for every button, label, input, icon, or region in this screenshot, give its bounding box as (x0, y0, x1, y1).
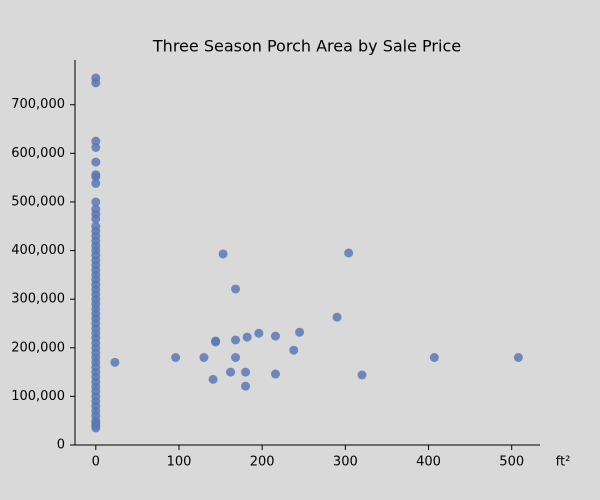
point (208, 374, 218, 384)
point (91, 172, 101, 182)
point (295, 327, 305, 337)
y-tick-label: 200,000 (11, 340, 65, 355)
point (91, 423, 101, 433)
point (231, 353, 241, 362)
point (270, 331, 280, 341)
y-tick-label: 500,000 (11, 194, 65, 209)
x-tick-label: 300 (333, 455, 358, 470)
x-tick-label: 100 (167, 455, 192, 470)
point (91, 78, 101, 88)
point (211, 337, 221, 347)
y-tick-label: 700,000 (11, 97, 65, 112)
x-tick-label: 200 (250, 455, 275, 470)
point (218, 249, 228, 259)
y-tick-label: 400,000 (11, 243, 65, 258)
point (110, 357, 120, 367)
point (357, 370, 367, 380)
point (241, 381, 251, 391)
point (429, 353, 439, 362)
x-tick-label: 500 (499, 455, 524, 470)
point (344, 248, 354, 258)
x-tick-label: 0 (92, 455, 100, 470)
point (91, 214, 101, 224)
y-tick-label: 600,000 (11, 146, 65, 161)
point (254, 328, 264, 338)
point (332, 312, 342, 322)
point (241, 367, 251, 377)
point (270, 369, 280, 379)
point (242, 332, 252, 342)
point (226, 367, 236, 377)
point (289, 345, 299, 355)
point (91, 143, 101, 152)
x-tick-label: 400 (416, 455, 441, 470)
point (91, 157, 101, 167)
point (91, 178, 101, 188)
x-axis-label: ft² (556, 455, 571, 470)
point (91, 136, 101, 146)
point (513, 353, 523, 362)
point (91, 197, 101, 207)
y-tick-label: 300,000 (11, 292, 65, 307)
point (231, 284, 241, 294)
point (231, 335, 241, 345)
point (199, 353, 209, 362)
chart-title: Three Season Porch Area by Sale Price (152, 37, 461, 56)
y-tick-label: 0 (57, 438, 65, 453)
point (171, 353, 181, 362)
y-tick-label: 100,000 (11, 389, 65, 404)
